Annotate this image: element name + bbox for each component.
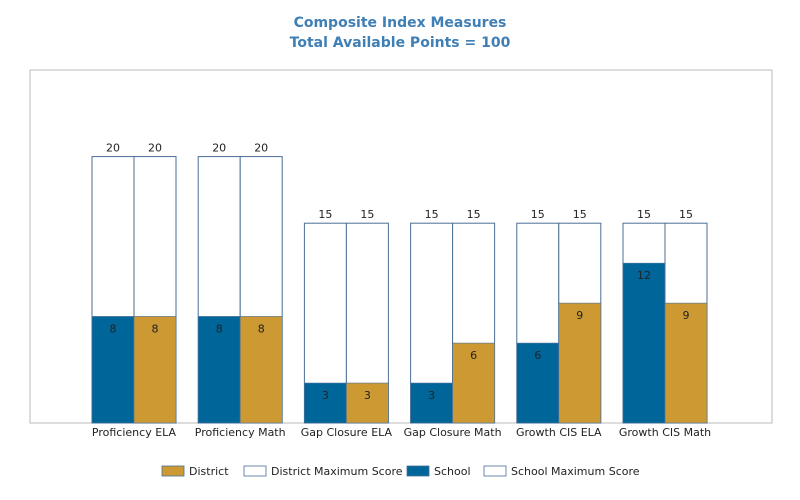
legend-label-district-maximum-score: District Maximum Score [271,465,403,478]
school-value-label-gap-closure-math: 3 [428,389,435,402]
school-value-label-gap-closure-ela: 3 [322,389,329,402]
school-bar-gap-closure-ela [304,382,347,424]
district-max-label-proficiency-math: 20 [254,142,268,155]
legend-label-school-maximum-score: School Maximum Score [511,465,640,478]
school-max-label-gap-closure-math: 15 [425,208,439,221]
district-bar-growth-cis-ela [558,302,602,424]
district-value-label-gap-closure-ela: 3 [364,389,371,402]
chart-subtitle: Total Available Points = 100 [289,35,511,51]
school-max-label-proficiency-math: 20 [212,142,226,155]
district-max-label-gap-closure-ela: 15 [360,208,374,221]
district-bar-proficiency-math [239,316,283,424]
x-tick-label-growth-cis-ela: Growth CIS ELA [516,426,602,439]
school-bar-growth-cis-math [622,262,666,424]
school-bar-proficiency-ela [91,316,135,424]
district-value-label-growth-cis-math: 9 [683,309,690,322]
district-max-label-proficiency-ela: 20 [148,142,162,155]
legend-swatch-school [406,465,430,477]
legend-label-district: District [189,465,229,478]
school-max-label-growth-cis-math: 15 [637,208,651,221]
bars-group: 20 8 20 8 20 8 20 8 15 3 15 3 15 3 15 6 15 6 15 9 15 12 15 9 [91,142,708,424]
school-value-label-proficiency-ela: 8 [110,322,117,335]
district-value-label-proficiency-ela: 8 [152,322,159,335]
school-bar-gap-closure-math [410,382,453,424]
x-axis-labels: Proficiency ELA Proficiency Math Gap Closu… [92,426,711,439]
legend-swatch-district-maximum-score [243,465,267,477]
school-bar-proficiency-math [197,316,241,424]
district-max-label-growth-cis-ela: 15 [573,208,587,221]
x-tick-label-gap-closure-math: Gap Closure Math [404,426,502,439]
x-tick-label-proficiency-math: Proficiency Math [195,426,286,439]
district-max-label-growth-cis-math: 15 [679,208,693,221]
legend-swatch-district [161,465,185,477]
district-value-label-gap-closure-math: 6 [470,349,477,362]
x-tick-label-growth-cis-math: Growth CIS Math [619,426,711,439]
district-bar-gap-closure-ela [346,382,389,424]
district-bar-proficiency-ela [133,316,177,424]
school-max-label-proficiency-ela: 20 [106,142,120,155]
school-max-label-gap-closure-ela: 15 [318,208,332,221]
district-value-label-growth-cis-ela: 9 [576,309,583,322]
school-max-label-growth-cis-ela: 15 [531,208,545,221]
district-bar-growth-cis-math [664,302,708,424]
school-bar-growth-cis-ela [516,342,560,424]
x-tick-label-proficiency-ela: Proficiency ELA [92,426,177,439]
school-value-label-growth-cis-ela: 6 [534,349,541,362]
x-tick-label-gap-closure-ela: Gap Closure ELA [301,426,393,439]
chart-title: Composite Index Measures [293,15,507,31]
district-max-label-gap-closure-math: 15 [467,208,481,221]
legend-swatch-school-maximum-score [483,465,507,477]
legend-label-school: School [434,465,471,478]
school-value-label-growth-cis-math: 12 [637,269,651,282]
district-value-label-proficiency-math: 8 [258,322,265,335]
school-value-label-proficiency-math: 8 [216,322,223,335]
district-bar-gap-closure-math [452,342,495,424]
legend: District District Maximum Score School Scho… [161,465,640,478]
